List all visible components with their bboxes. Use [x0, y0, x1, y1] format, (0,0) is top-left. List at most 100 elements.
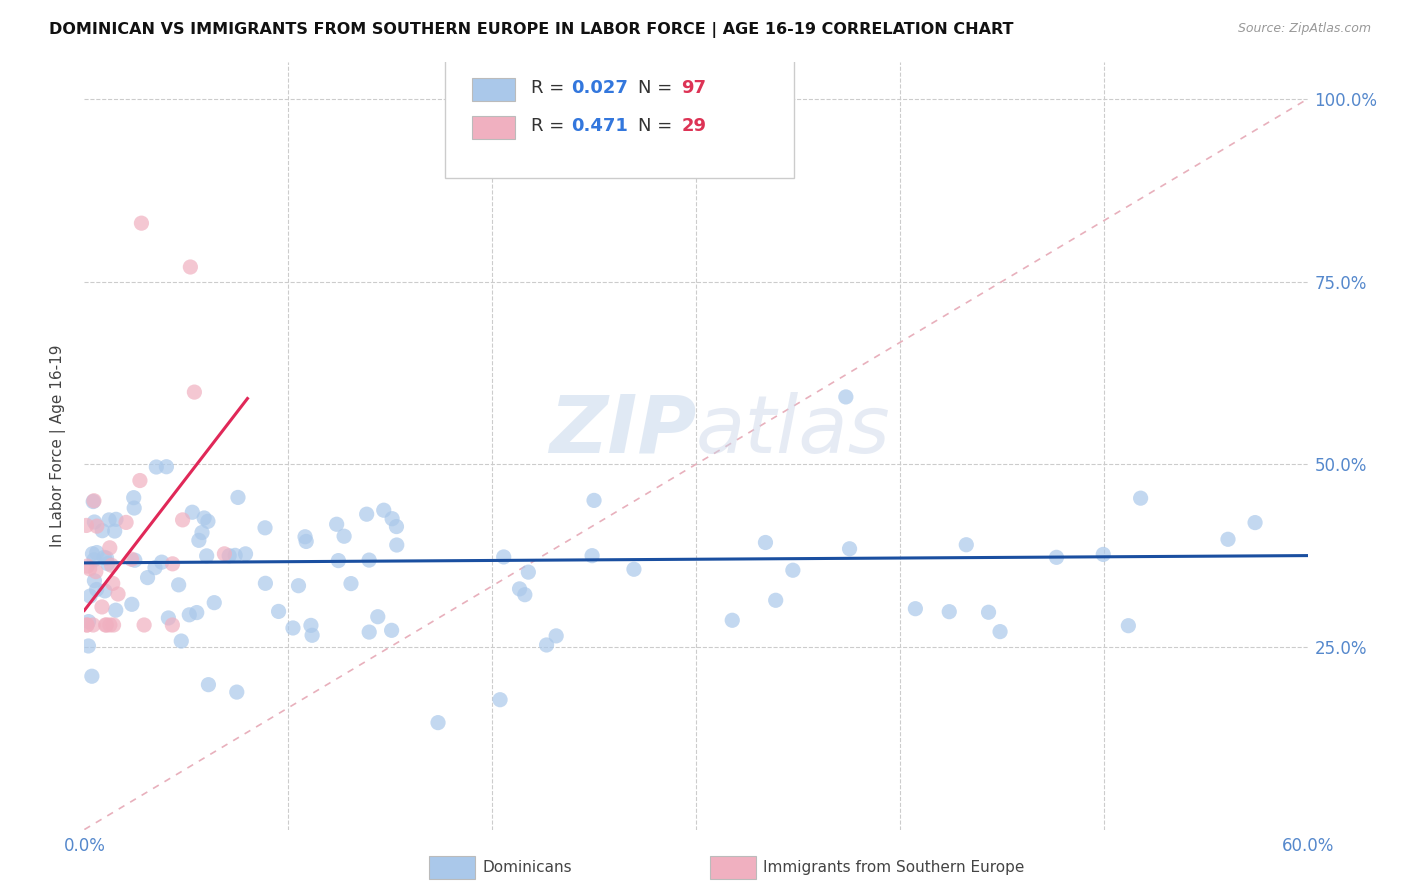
Point [98, 541, 121, 555]
Point [938, 605, 960, 619]
Text: N =: N = [638, 78, 679, 96]
Point [254, 576, 277, 591]
Point [583, 493, 606, 508]
Point [340, 576, 363, 591]
Point [427, 715, 450, 730]
Point [83, 574, 105, 588]
Point [100, 558, 122, 573]
Point [170, 634, 193, 648]
Point [83, 553, 105, 567]
Point [96, 551, 118, 566]
Point [1092, 548, 1115, 562]
Point [150, 555, 173, 569]
Point [489, 692, 512, 706]
Point [281, 621, 304, 635]
Point [82, 547, 104, 561]
Point [187, 533, 209, 548]
Point [93, 550, 115, 565]
Point [381, 624, 404, 638]
Text: ZIP: ZIP [548, 392, 696, 470]
Point [225, 685, 247, 699]
Point [287, 579, 309, 593]
Point [904, 601, 927, 615]
Point [101, 576, 124, 591]
Point [513, 588, 536, 602]
Point [191, 525, 214, 540]
Point [77, 639, 100, 653]
Point [1129, 491, 1152, 505]
Point [197, 678, 219, 692]
Point [75, 518, 97, 533]
Point [104, 512, 127, 526]
Point [103, 618, 125, 632]
Point [202, 596, 225, 610]
Point [162, 618, 184, 632]
Point [181, 505, 204, 519]
Point [83, 515, 105, 529]
Point [186, 606, 208, 620]
Point [782, 563, 804, 577]
Point [977, 605, 1000, 619]
Point [96, 618, 118, 632]
Point [157, 611, 180, 625]
Point [373, 503, 395, 517]
Point [122, 491, 145, 505]
Point [214, 547, 236, 561]
FancyBboxPatch shape [446, 59, 794, 178]
Text: 0.027: 0.027 [571, 78, 628, 96]
Point [765, 593, 787, 607]
Point [80, 669, 103, 683]
Point [77, 615, 100, 629]
Point [79, 562, 101, 576]
Y-axis label: In Labor Force | Age 16-19: In Labor Force | Age 16-19 [51, 344, 66, 548]
Point [94, 618, 117, 632]
Point [218, 549, 240, 563]
FancyBboxPatch shape [472, 78, 515, 101]
Point [145, 460, 167, 475]
Text: R =: R = [531, 117, 569, 135]
Point [295, 534, 318, 549]
Point [121, 597, 143, 611]
Point [167, 578, 190, 592]
Point [121, 552, 143, 566]
Text: DOMINICAN VS IMMIGRANTS FROM SOUTHERN EUROPE IN LABOR FORCE | AGE 16-19 CORRELAT: DOMINICAN VS IMMIGRANTS FROM SOUTHERN EU… [49, 22, 1014, 38]
Point [381, 511, 404, 525]
Point [1216, 533, 1239, 547]
Point [193, 511, 215, 525]
Point [86, 545, 108, 559]
Point [136, 571, 159, 585]
Text: 97: 97 [682, 78, 706, 96]
Point [1045, 550, 1067, 565]
Point [132, 618, 155, 632]
Point [838, 541, 860, 556]
Point [356, 507, 378, 521]
Point [122, 501, 145, 516]
Point [517, 565, 540, 579]
Point [162, 557, 184, 571]
Point [754, 535, 776, 549]
Point [623, 562, 645, 576]
FancyBboxPatch shape [472, 116, 515, 139]
Point [84, 565, 107, 579]
Text: 0.471: 0.471 [571, 117, 628, 135]
Text: atlas: atlas [696, 392, 891, 470]
Point [224, 549, 246, 563]
Text: Immigrants from Southern Europe: Immigrants from Southern Europe [763, 861, 1025, 875]
Point [179, 260, 201, 274]
Point [988, 624, 1011, 639]
Point [155, 459, 177, 474]
Point [197, 514, 219, 528]
Point [294, 530, 316, 544]
Point [359, 553, 381, 567]
Point [235, 547, 257, 561]
Point [129, 474, 152, 488]
Point [86, 582, 108, 597]
Point [299, 618, 322, 632]
Point [82, 618, 104, 632]
Point [226, 491, 249, 505]
Text: Source: ZipAtlas.com: Source: ZipAtlas.com [1237, 22, 1371, 36]
Point [385, 519, 408, 533]
Text: R =: R = [531, 78, 569, 96]
Point [82, 494, 104, 508]
Point [333, 529, 356, 543]
